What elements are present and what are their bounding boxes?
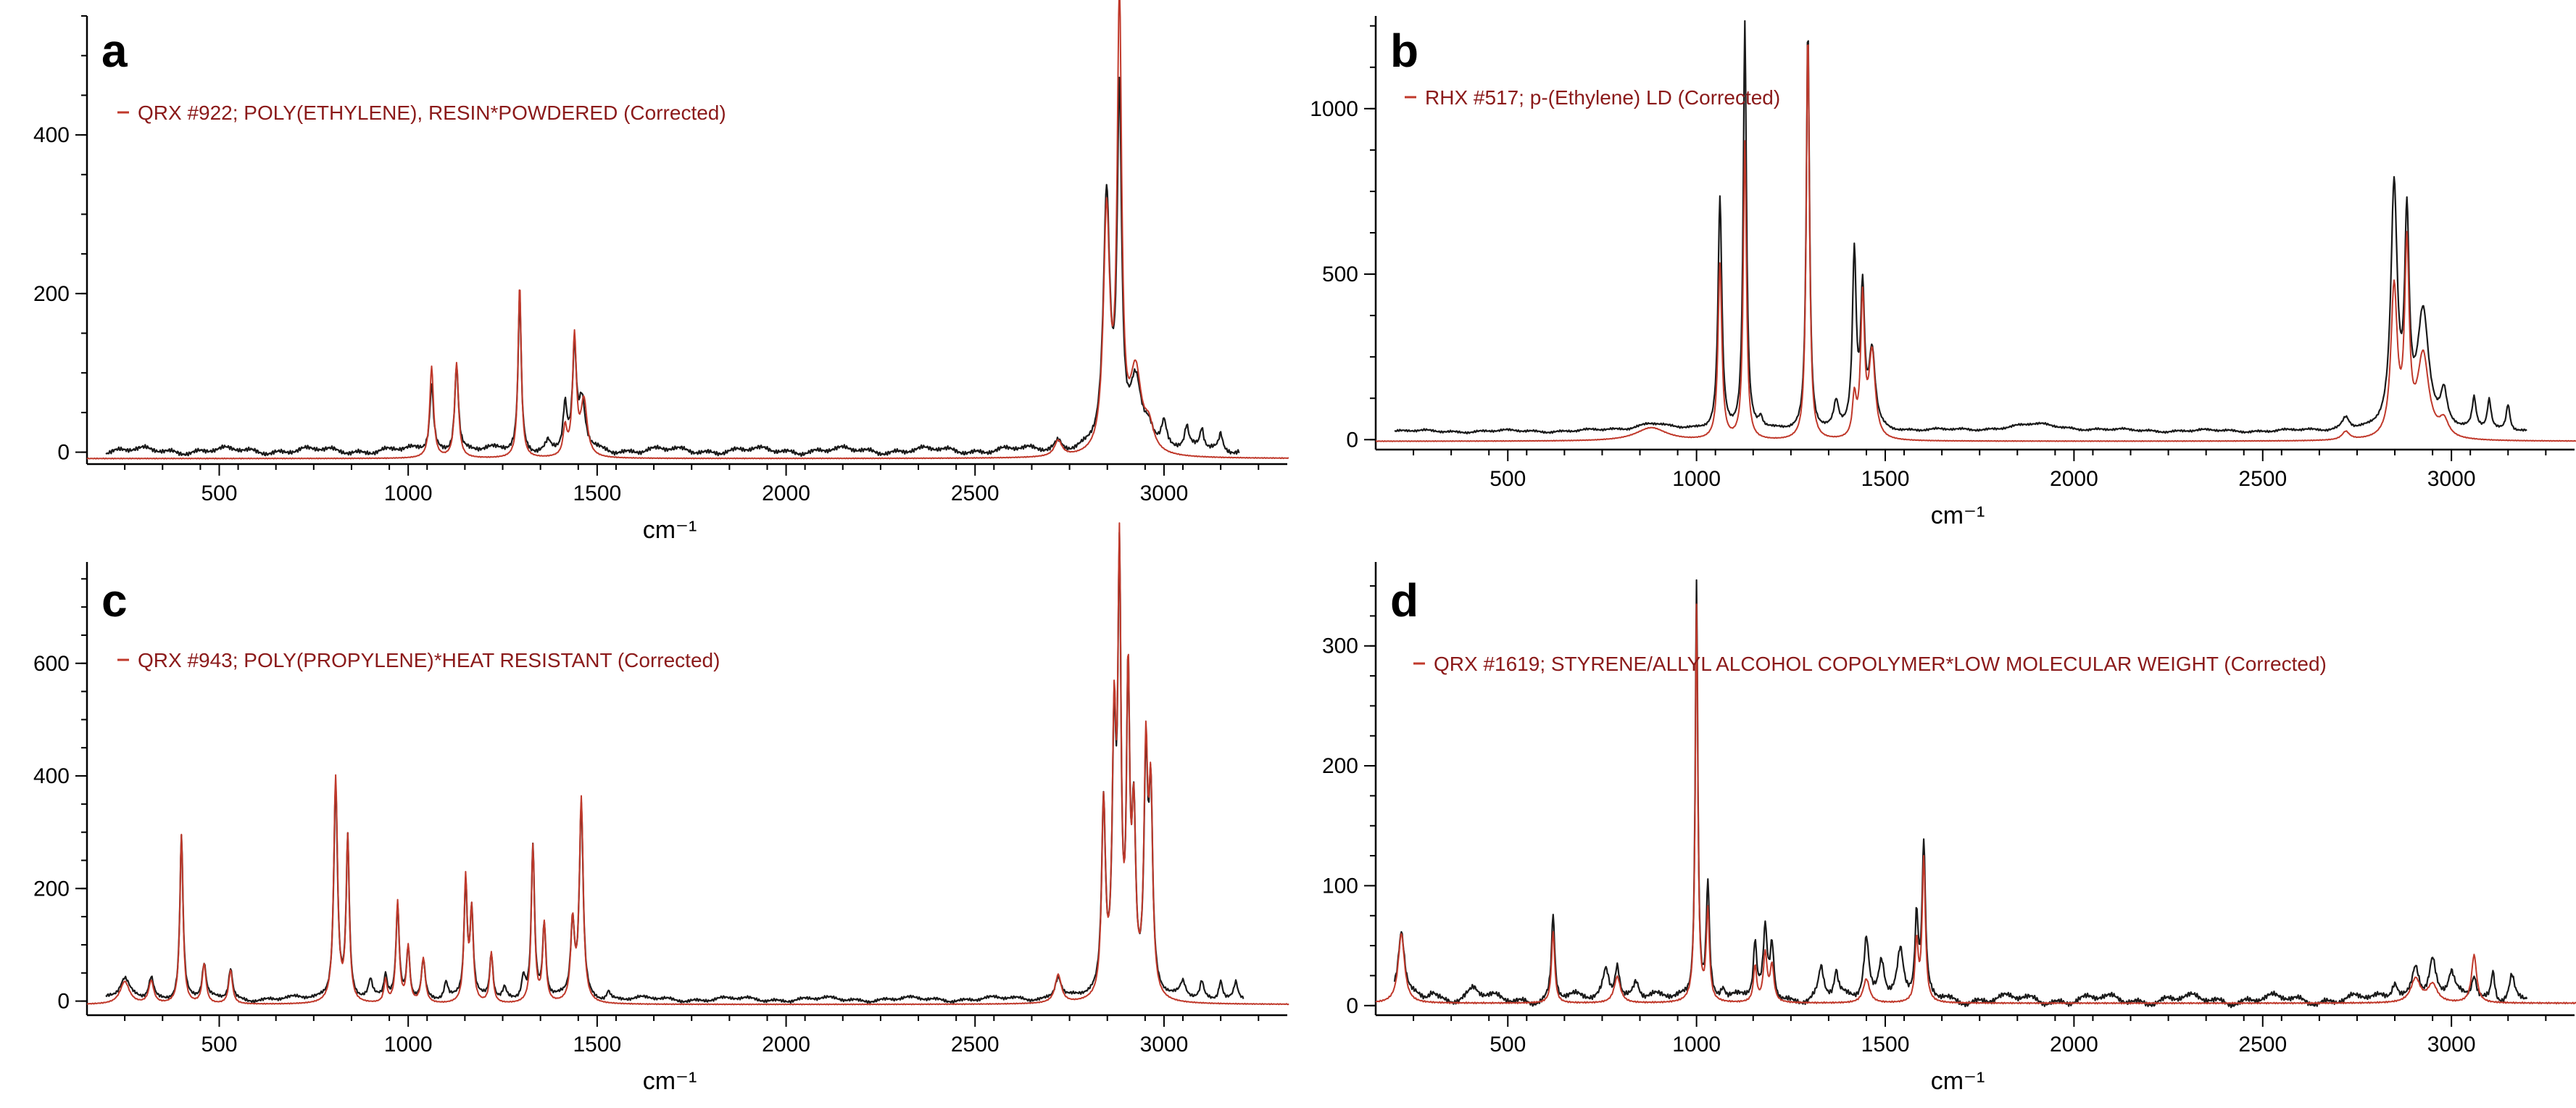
panel-d: 0 100 200 300 500 1000 1500 2000 2500 3000 cm⁻¹ d QR… [1322, 562, 2576, 1095]
x-tick-label: 500 [1489, 1033, 1526, 1057]
y-tick-label: 200 [33, 282, 70, 306]
x-tick-label: 500 [1489, 467, 1526, 491]
y-tick-label: 300 [1322, 634, 1358, 658]
x-axis-title: cm⁻¹ [643, 1067, 697, 1095]
series-line-reference [86, 0, 1289, 460]
x-tick-label: 3000 [2427, 467, 2476, 491]
x-tick-label: 2000 [762, 481, 810, 505]
panel-letter: d [1390, 574, 1418, 627]
series-line-reference [1375, 603, 2576, 1005]
x-tick-label: 2500 [951, 481, 1000, 505]
x-tick-label: 500 [201, 1033, 237, 1057]
series-line-reference [86, 522, 1289, 1006]
x-tick-label: 2500 [2238, 467, 2287, 491]
y-tick-label: 400 [33, 123, 70, 147]
y-tick-label: 0 [57, 441, 70, 465]
y-tick-label: 600 [33, 652, 70, 676]
x-tick-label: 2000 [2050, 1033, 2098, 1057]
x-tick-label: 3000 [1140, 1033, 1189, 1057]
y-tick-label: 0 [1346, 428, 1358, 452]
x-axis-title: cm⁻¹ [1931, 1067, 1985, 1095]
x-tick-label: 3000 [2427, 1033, 2476, 1057]
panel-letter: c [101, 574, 128, 627]
y-tick-label: 100 [1322, 874, 1358, 898]
legend-label: QRX #943; POLY(PROPYLENE)*HEAT RESISTANT… [138, 649, 720, 671]
legend-label: RHX #517; p-(Ethylene) LD (Corrected) [1425, 86, 1780, 109]
panel-letter: b [1390, 25, 1418, 77]
x-tick-label: 1000 [1672, 467, 1721, 491]
x-tick-label: 2000 [762, 1033, 810, 1057]
panel-letter: a [101, 25, 128, 77]
y-tick-label: 0 [57, 990, 70, 1014]
panel-c: 0 200 400 600 500 1000 1500 2000 2500 3000 cm⁻¹ c QR… [33, 522, 1289, 1095]
series-line-sample [1393, 579, 2528, 1009]
x-tick-label: 1500 [1861, 1033, 1910, 1057]
y-tick-label: 200 [33, 877, 70, 901]
x-axis-title: cm⁻¹ [1931, 502, 1985, 529]
legend-label: QRX #1619; STYRENE/ALLYL ALCOHOL COPOLYM… [1434, 653, 2327, 675]
series-line-reference [1375, 44, 2576, 442]
x-tick-label: 500 [201, 481, 237, 505]
x-tick-label: 2500 [951, 1033, 1000, 1057]
legend-label: QRX #922; POLY(ETHYLENE), RESIN*POWDERED… [138, 102, 726, 124]
x-tick-label: 1500 [573, 481, 621, 505]
x-tick-label: 3000 [1140, 481, 1189, 505]
x-tick-label: 2500 [2238, 1033, 2287, 1057]
series-line-sample [105, 532, 1245, 1004]
x-tick-label: 1500 [1861, 467, 1910, 491]
y-tick-label: 500 [1322, 262, 1358, 286]
panel-b: 0 500 1000 500 1000 1500 2000 2500 3000 cm⁻¹ b RHX … [1310, 16, 2576, 529]
y-tick-label: 1000 [1310, 97, 1358, 121]
x-tick-label: 1000 [1672, 1033, 1721, 1057]
y-tick-label: 400 [33, 764, 70, 788]
panel-a: 0 200 400 500 1000 1500 2000 2500 3000 cm⁻¹ a QRX #… [33, 0, 1289, 544]
x-tick-label: 1500 [573, 1033, 621, 1057]
series-line-sample [105, 76, 1240, 458]
y-tick-label: 0 [1346, 994, 1358, 1018]
y-tick-label: 200 [1322, 754, 1358, 778]
series-line-sample [1394, 20, 2527, 435]
x-axis-title: cm⁻¹ [643, 516, 697, 544]
x-tick-label: 1000 [384, 481, 433, 505]
x-tick-label: 2000 [2050, 467, 2098, 491]
x-tick-label: 1000 [384, 1033, 433, 1057]
